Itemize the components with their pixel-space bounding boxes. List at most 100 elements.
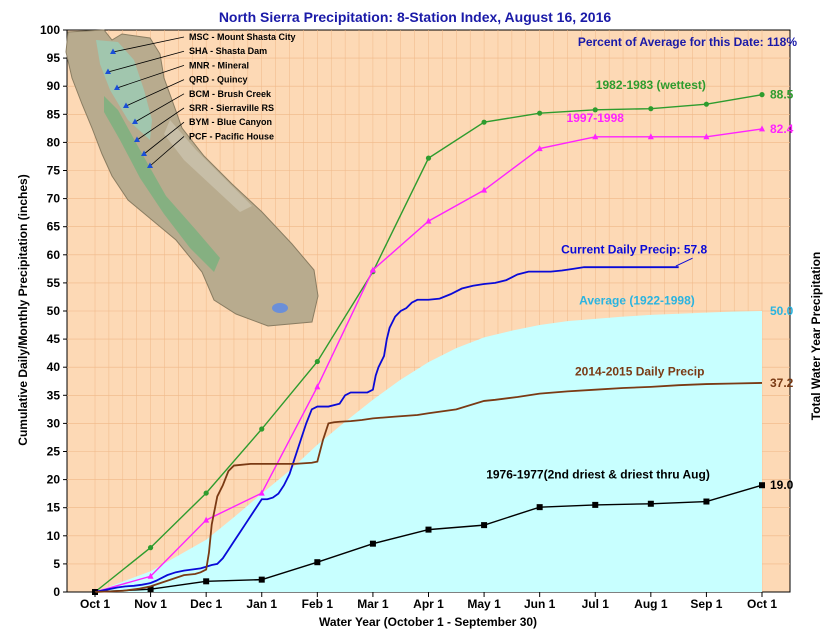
x-tick-label: Oct 1 (747, 597, 777, 611)
station-leader-line (112, 36, 185, 53)
data-point (203, 578, 210, 585)
data-point (481, 522, 488, 529)
data-point (314, 358, 320, 365)
average-label: Average (1922-1998) (579, 293, 695, 307)
station-leader-line (125, 79, 185, 107)
station-legend: MSC - Mount Shasta City SHA - Shasta Dam M… (105, 32, 296, 168)
data-point (647, 133, 654, 140)
x-tick-label: Aug 1 (634, 597, 668, 611)
y-tick-label: 80 (47, 135, 61, 149)
average-end-value: 50.0 (770, 304, 794, 318)
y-tick-label: 10 (47, 529, 61, 543)
data-point (759, 92, 765, 98)
series-label-2: 1976-1977(2nd driest & driest thru Aug) (486, 467, 710, 481)
percent-of-average-note: Percent of Average for this Date: 118% (578, 35, 798, 49)
series-layer (92, 92, 765, 595)
data-point (314, 559, 321, 566)
series-label-1: 1997-1998 (567, 111, 625, 125)
station-label-sha: SHA - Shasta Dam (189, 46, 267, 56)
data-point (481, 186, 488, 193)
data-point (425, 155, 432, 161)
series-end-value-4: 37.2 (770, 376, 794, 390)
series-label-4: 2014-2015 Daily Precip (575, 365, 704, 379)
data-point (425, 526, 432, 533)
y-axis-label: Cumulative Daily/Monthly Precipitation (… (16, 174, 30, 445)
y-tick-label: 100 (40, 23, 60, 37)
series-labels: 1982-1983 (wettest) 88.5 1997-1998 82.4 1976… (486, 78, 793, 492)
station-label-srr: SRR - Sierraville RS (189, 103, 274, 113)
data-point (592, 133, 599, 140)
y-tick-label: 65 (47, 220, 61, 234)
average-area-fill (95, 311, 762, 592)
station-marker (123, 102, 129, 108)
station-marker (105, 68, 111, 74)
data-point (147, 545, 154, 551)
data-point (147, 572, 154, 579)
y-tick-label: 20 (47, 473, 61, 487)
station-leader-line (116, 65, 185, 89)
station-marker (114, 84, 120, 90)
series-end-value-0: 88.5 (770, 88, 794, 102)
data-point (425, 217, 432, 224)
map-central-valley (104, 96, 220, 272)
x-axis-label: Water Year (October 1 - September 30) (319, 615, 537, 629)
station-leader-line (107, 50, 185, 73)
data-point (369, 266, 376, 273)
data-point (537, 110, 543, 116)
map-lake (272, 303, 288, 313)
y-ticks: 0 5 10 15 20 25 30 35 40 45 50 55 60 65 70 75 80 85 90 95 10… (40, 23, 67, 599)
data-point (703, 101, 710, 107)
y-axis-label-right: Total Water Year Precipitation (809, 252, 823, 421)
y-tick-label: 5 (53, 557, 60, 571)
y-tick-label: 45 (47, 332, 61, 346)
station-label-msc: MSC - Mount Shasta City (189, 32, 296, 42)
y-tick-label: 35 (47, 388, 61, 402)
data-point (648, 106, 654, 112)
station-marker (110, 48, 116, 54)
data-point (759, 482, 765, 489)
station-marker (132, 118, 138, 124)
x-tick-label: Jul 1 (582, 597, 610, 611)
y-tick-label: 25 (47, 445, 61, 459)
y-tick-label: 60 (47, 248, 61, 262)
station-leader-line (143, 121, 185, 155)
x-tick-label: Jan 1 (246, 597, 277, 611)
series-line-3 (94, 266, 679, 593)
data-point (536, 145, 543, 152)
y-tick-label: 75 (47, 164, 61, 178)
y-tick-label: 70 (47, 192, 61, 206)
y-tick-label: 30 (47, 416, 61, 430)
station-label-bcm: BCM - Brush Creek (189, 89, 272, 99)
series-label-3: Current Daily Precip: 57.8 (561, 243, 707, 257)
data-point (703, 133, 710, 140)
station-label-pcf: PCF - Pacific House (189, 131, 274, 141)
x-ticks: Oct 1 Nov 1 Dec 1 Jan 1 Feb 1 Mar 1 Apr 1 May 1… (80, 592, 777, 611)
y-tick-label: 95 (47, 51, 61, 65)
station-label-bym: BYM - Blue Canyon (189, 117, 272, 127)
station-label-mnr: MNR - Mineral (189, 60, 249, 70)
station-marker (141, 150, 147, 156)
series-end-value-2: 19.0 (770, 478, 794, 492)
map-mountains (164, 120, 252, 212)
data-point (258, 489, 265, 496)
chart-title: North Sierra Precipitation: 8-Station In… (219, 9, 612, 25)
x-tick-label: Apr 1 (413, 597, 444, 611)
x-tick-label: Sep 1 (690, 597, 722, 611)
station-leader-line (134, 93, 185, 123)
y-tick-label: 90 (47, 79, 61, 93)
series-line-4 (94, 382, 763, 593)
data-point (592, 107, 598, 113)
data-point (147, 586, 154, 593)
series-label-0: 1982-1983 (wettest) (596, 78, 706, 92)
y-tick-label: 55 (47, 276, 61, 290)
data-point (703, 498, 710, 505)
data-point (759, 125, 765, 132)
x-tick-label: Jun 1 (524, 597, 556, 611)
station-marker (147, 162, 153, 168)
average-area (95, 311, 762, 592)
data-point (203, 516, 210, 523)
data-point (647, 500, 654, 507)
station-marker (134, 136, 140, 142)
x-tick-label: Dec 1 (190, 597, 222, 611)
